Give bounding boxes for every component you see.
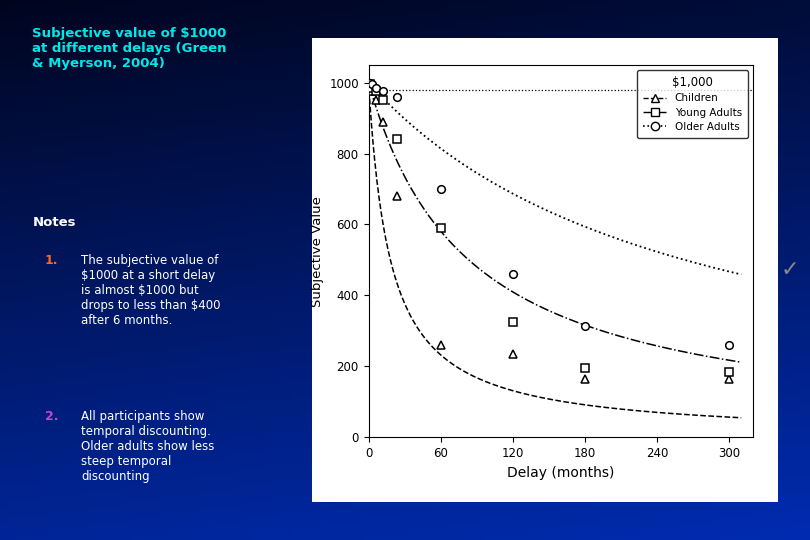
Legend: Children, Young Adults, Older Adults: Children, Young Adults, Older Adults bbox=[637, 70, 748, 138]
Text: The subjective value of
$1000 at a short delay
is almost $1000 but
drops to less: The subjective value of $1000 at a short… bbox=[81, 254, 220, 327]
Text: All participants show
temporal discounting.
Older adults show less
steep tempora: All participants show temporal discounti… bbox=[81, 410, 215, 483]
Y-axis label: Subjective Value: Subjective Value bbox=[311, 195, 324, 307]
Text: Notes: Notes bbox=[32, 216, 76, 229]
Text: ✓: ✓ bbox=[781, 260, 799, 280]
Text: Subjective value of $1000
at different delays (Green
& Myerson, 2004): Subjective value of $1000 at different d… bbox=[32, 27, 227, 70]
Text: 2.: 2. bbox=[45, 410, 58, 423]
Text: 1.: 1. bbox=[45, 254, 58, 267]
X-axis label: Delay (months): Delay (months) bbox=[507, 465, 615, 480]
